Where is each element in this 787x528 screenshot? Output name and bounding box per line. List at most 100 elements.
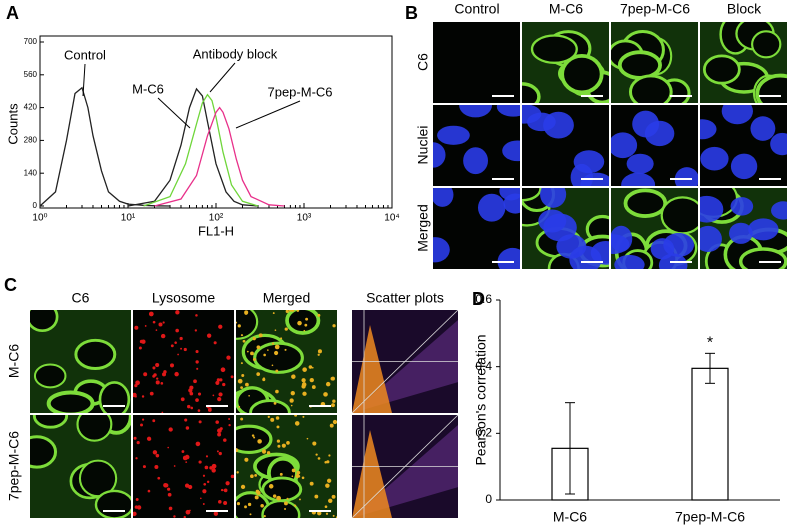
image-panel [522,22,609,103]
nucleus [621,172,656,186]
row-label: C6 [415,53,431,71]
nucleus [611,225,633,252]
lysosome [152,320,156,324]
lysosome [190,406,194,410]
label-arrow [209,62,236,93]
lysosome [168,506,173,511]
lysosome [202,489,207,494]
nucleus [700,119,717,140]
image-panel [433,105,520,186]
image-panel [236,310,337,413]
lysosome [147,489,151,493]
lysosome [215,380,220,385]
nucleus [748,218,779,241]
lysosome [183,347,187,352]
scatter-fan [352,325,392,413]
image-panel [236,415,337,518]
lysosome [328,454,331,457]
lysosome [286,441,290,445]
lysosome [290,390,295,396]
cell-outline [236,424,273,454]
lysosome [247,502,252,507]
lysosome [294,505,297,507]
lysosome [139,339,144,344]
lysosome [297,320,302,326]
lysosome [324,505,328,509]
cell-outline [261,499,301,518]
x-tick-label: 7pep-M-C6 [675,509,745,525]
nucleus [611,132,638,159]
lysosome [325,512,329,515]
lysosome [188,388,193,393]
lysosome [248,394,250,397]
lysosome [254,495,259,500]
x-tick-label: 10² [209,213,224,224]
lysosome [179,336,183,341]
lysosome [302,367,307,372]
cell-outline [660,196,698,235]
nucleus [569,245,602,269]
nucleus [459,105,493,118]
nucleus [437,125,470,145]
lysosome [238,405,241,408]
lysosome [268,484,274,489]
cell-outline [98,381,131,413]
curve-label: M-C6 [132,81,164,96]
cell-outline [249,399,291,413]
cell-outline [78,459,118,498]
nucleus [496,105,520,117]
image-panel [700,22,787,103]
y-tick-label: 140 [24,168,38,177]
curve-label: 7pep-M-C6 [267,84,332,99]
lysosome [133,511,137,517]
lysosome [218,392,223,397]
lysosome [167,492,172,497]
lysosome [256,345,261,350]
image-content [433,105,520,186]
image-content [30,415,131,518]
lysosome [143,372,148,377]
nucleus [614,254,645,269]
image-content [611,105,698,186]
lysosome [195,441,201,447]
lysosome [311,385,316,389]
lysosome [185,461,188,463]
lysosome [266,451,271,455]
lysosome [211,468,216,473]
image-panel [611,105,698,186]
image-panel [30,310,131,413]
lysosome [301,378,306,383]
lysosome [256,372,261,377]
image-content [352,415,458,518]
image-bg [133,310,234,413]
lysosome [204,465,209,470]
lysosome [275,416,280,420]
lysosome [162,321,165,324]
cell-outline [76,415,113,442]
lysosome [206,480,210,484]
nucleus [730,153,758,180]
lysosome [308,365,313,369]
lysosome [263,353,266,357]
lysosome [274,329,277,331]
lysosome [152,366,156,370]
lysosome [220,367,226,373]
lysosome [175,328,179,333]
cell-outline [285,310,321,335]
histogram-line [39,86,171,207]
lysosome [142,418,145,421]
lysosome [330,376,335,381]
image-content [433,188,520,269]
image-panel [522,188,609,269]
nucleus [771,201,787,220]
y-tick-label: 420 [24,103,38,112]
lysosome [216,450,219,453]
nucleus [543,111,574,139]
lysosome [223,501,228,506]
lysosome [332,399,336,403]
cell-outline [253,341,304,374]
lysosome [270,417,275,422]
lysosome [329,423,334,428]
lysosome [228,417,231,420]
lysosome [317,353,320,356]
